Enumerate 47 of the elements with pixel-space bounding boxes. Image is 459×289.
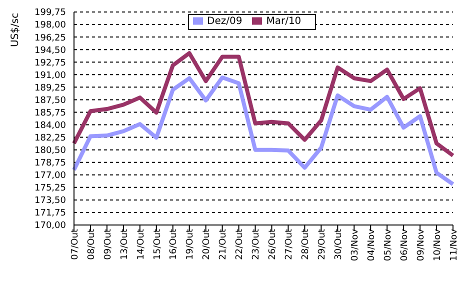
x-tick-label: 10/Nov (432, 228, 443, 262)
x-tick-label: 13/Out (120, 228, 130, 260)
x-tick-label: 14/Out (136, 228, 146, 260)
line-series (72, 76, 455, 186)
x-tick-label: 26/Out (268, 228, 278, 260)
y-tick-label: 175,25 (34, 184, 66, 194)
x-tick-label: 28/Out (301, 228, 312, 260)
legend-label: Mar/10 (266, 16, 302, 27)
y-tick-label: 182,25 (34, 133, 66, 144)
y-tick-label: 194,50 (34, 46, 66, 56)
x-tick-label: 19/Out (186, 228, 196, 260)
y-tick-label: 185,75 (34, 108, 66, 118)
y-tick-label: 178,75 (34, 158, 66, 169)
x-tick-label: 22/Out (235, 228, 246, 260)
y-tick-label: 198,00 (34, 20, 66, 31)
x-tick-label: 23/Out (252, 228, 262, 260)
x-tick-label: 06/Nov (400, 228, 410, 262)
x-tick-label: 09/Out (103, 228, 114, 260)
x-tick-label: 30/Out (334, 228, 344, 260)
y-tick-label: 187,50 (34, 96, 66, 106)
y-tick-label: 199,75 (34, 8, 66, 18)
x-tick-label: 29/Out (318, 228, 328, 260)
y-tick-label: 192,75 (34, 58, 66, 68)
legend-label: Dez/09 (207, 16, 242, 27)
line-series (72, 51, 455, 158)
x-tick-label: 04/Nov (367, 228, 377, 262)
y-tick-label: 184,00 (34, 120, 66, 131)
y-tick-label: 196,25 (34, 33, 66, 44)
x-tick-label: 21/Out (218, 228, 229, 260)
x-tick-label: 09/Nov (416, 228, 426, 262)
x-tick-label: 07/Out (70, 228, 80, 260)
y-tick-label: 171,75 (34, 208, 66, 219)
x-tick-label: 05/Nov (383, 228, 394, 262)
x-tick-label: 27/Out (284, 228, 295, 260)
y-tick-label: 173,50 (34, 196, 66, 206)
y-tick-label: 170,00 (34, 221, 66, 232)
y-tick-label: 191,00 (34, 70, 66, 81)
y-tick-label: 177,00 (34, 171, 66, 182)
x-tick-label: 16/Out (169, 228, 180, 260)
x-tick-label: 20/Out (202, 228, 212, 260)
x-tick-label: 11/Nov (449, 228, 459, 262)
y-tick-label: 189,25 (34, 83, 66, 94)
y-tick-label: 180,50 (34, 146, 66, 156)
x-tick-label: 15/Out (152, 228, 163, 260)
y-axis-title: US$/sc (10, 12, 22, 47)
x-tick-label: 03/Nov (350, 228, 361, 262)
x-tick-label: 08/Out (86, 228, 97, 260)
